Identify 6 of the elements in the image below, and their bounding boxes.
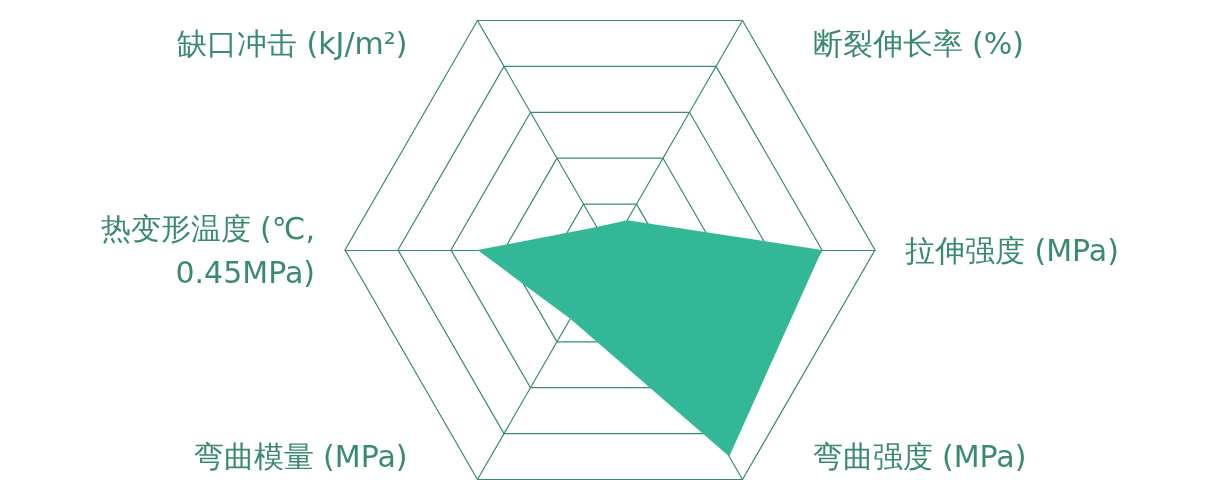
spoke-label: 热变形温度 (℃, 0.45MPa) (100, 210, 315, 290)
spoke-label: 缺口冲击 (kJ/m²) (176, 25, 408, 61)
spoke-label: 断裂伸长率 (%) (812, 25, 1024, 61)
spoke-label: 弯曲强度 (MPa) (812, 439, 1027, 475)
spoke-label: 弯曲模量 (MPa) (193, 439, 408, 475)
spoke-label: 拉伸强度 (MPa) (905, 232, 1119, 268)
